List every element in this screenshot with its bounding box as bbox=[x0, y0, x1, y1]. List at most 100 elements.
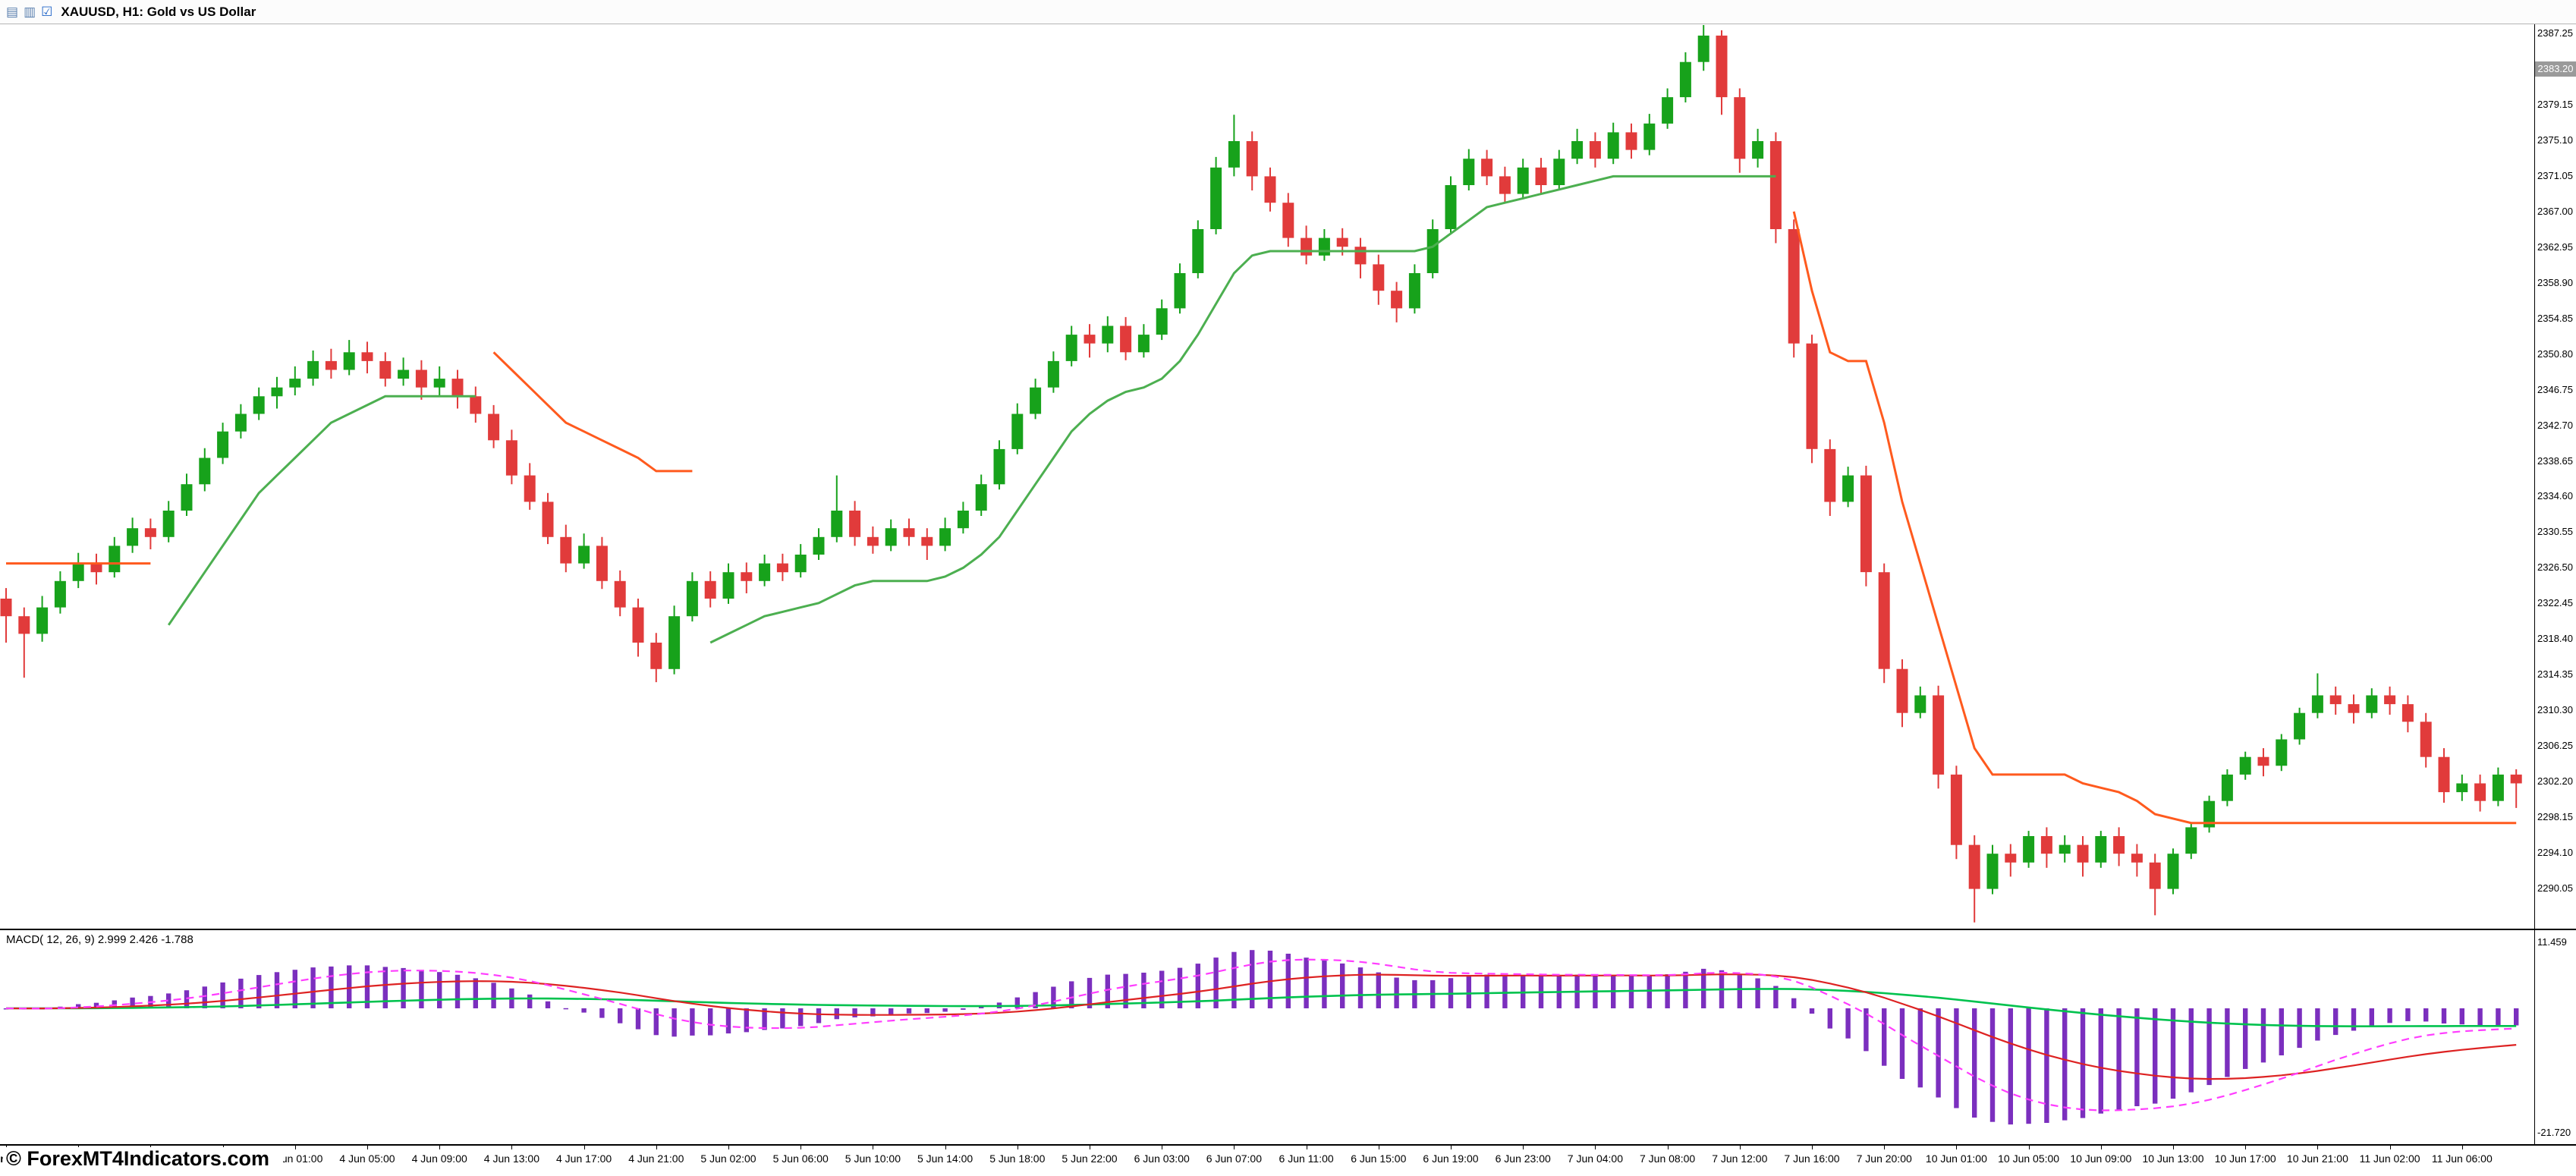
time-axis-label: 10 Jun 13:00 bbox=[2142, 1152, 2204, 1165]
macd-panel[interactable]: MACD( 12, 26, 9) 2.999 2.426 -1.788 bbox=[0, 930, 2534, 1144]
time-tick bbox=[2173, 1146, 2174, 1149]
time-tick bbox=[2245, 1146, 2247, 1149]
time-tick bbox=[1595, 1146, 1596, 1149]
time-axis-label: 6 Jun 03:00 bbox=[1134, 1152, 1190, 1165]
time-axis-label: 6 Jun 07:00 bbox=[1206, 1152, 1262, 1165]
current-price-box: 2383.20 bbox=[2535, 61, 2576, 77]
time-axis-label: 7 Jun 20:00 bbox=[1856, 1152, 1912, 1165]
macd-scale-top: 11.459 bbox=[2537, 936, 2567, 948]
macd-axis[interactable]: 11.459 -21.720 bbox=[2534, 930, 2576, 1144]
time-tick bbox=[1523, 1146, 1524, 1149]
indicator-enabled-check-icon[interactable]: ☑ bbox=[41, 5, 53, 19]
price-axis-label: 2290.05 bbox=[2537, 882, 2573, 894]
price-axis-label: 2375.10 bbox=[2537, 134, 2573, 146]
price-axis-label: 2387.25 bbox=[2537, 27, 2573, 39]
time-axis-label: 5 Jun 06:00 bbox=[772, 1152, 829, 1165]
time-axis-label: 7 Jun 08:00 bbox=[1640, 1152, 1696, 1165]
price-axis-label: 2371.05 bbox=[2537, 170, 2573, 181]
time-axis-label: 4 Jun 17:00 bbox=[556, 1152, 612, 1165]
time-tick bbox=[367, 1146, 368, 1149]
macd-lines-layer bbox=[5, 958, 2517, 1112]
time-tick bbox=[1884, 1146, 1886, 1149]
time-tick bbox=[2461, 1146, 2463, 1149]
chart-title: XAUUSD, H1: Gold vs US Dollar bbox=[61, 4, 256, 19]
time-axis-label: 5 Jun 22:00 bbox=[1062, 1152, 1118, 1165]
price-axis-label: 2330.55 bbox=[2537, 526, 2573, 537]
time-tick bbox=[1234, 1146, 1235, 1149]
time-tick bbox=[2389, 1146, 2391, 1149]
macd-histogram-layer bbox=[3, 950, 2519, 1125]
time-tick bbox=[1451, 1146, 1452, 1149]
time-axis-label: 4 Jun 13:00 bbox=[483, 1152, 539, 1165]
time-tick bbox=[800, 1146, 802, 1149]
time-tick bbox=[511, 1146, 513, 1149]
price-axis-label: 2346.75 bbox=[2537, 384, 2573, 395]
price-axis-label: 2306.25 bbox=[2537, 740, 2573, 751]
time-tick bbox=[945, 1146, 946, 1149]
price-axis-label: 2342.70 bbox=[2537, 420, 2573, 431]
price-axis-label: 2318.40 bbox=[2537, 633, 2573, 644]
price-axis-label: 2354.85 bbox=[2537, 313, 2573, 324]
price-axis-label: 2298.15 bbox=[2537, 811, 2573, 822]
time-tick bbox=[2028, 1146, 2030, 1149]
time-tick bbox=[1812, 1146, 1813, 1149]
time-tick bbox=[1739, 1146, 1741, 1149]
chart-grid-icon: ▤ bbox=[6, 5, 19, 19]
time-axis-border bbox=[0, 1144, 2576, 1146]
time-tick bbox=[2100, 1146, 2102, 1149]
trail-stop-line-layer bbox=[6, 175, 2517, 825]
time-tick bbox=[2317, 1146, 2319, 1149]
price-axis-label: 2322.45 bbox=[2537, 597, 2573, 608]
time-axis-label: 7 Jun 12:00 bbox=[1712, 1152, 1768, 1165]
time-axis-label: 4 Jun 05:00 bbox=[339, 1152, 395, 1165]
watermark: © ForexMT4Indicators.com bbox=[3, 1147, 283, 1174]
price-axis[interactable]: 2383.20 2387.25 2379.15 2375.10 2371.05 2367… bbox=[2534, 24, 2576, 929]
price-chart-panel[interactable] bbox=[0, 24, 2534, 929]
price-axis-label: 2379.15 bbox=[2537, 99, 2573, 110]
time-axis-label: 5 Jun 18:00 bbox=[989, 1152, 1046, 1165]
price-axis-label: 2338.65 bbox=[2537, 455, 2573, 467]
panel-resize-separator[interactable] bbox=[0, 929, 2576, 930]
time-tick bbox=[1667, 1146, 1669, 1149]
chart-titlebar: ▤ ▥ ☑ XAUUSD, H1: Gold vs US Dollar bbox=[0, 0, 2576, 24]
time-axis-label: 10 Jun 01:00 bbox=[1925, 1152, 1987, 1165]
time-axis-label: 7 Jun 04:00 bbox=[1567, 1152, 1623, 1165]
price-axis-label: 2302.20 bbox=[2537, 775, 2573, 787]
time-axis[interactable]: 3 Jun 20243 Jun 12:003 Jun 16:003 Jun 20… bbox=[0, 1146, 2576, 1176]
price-axis-label: 2362.95 bbox=[2537, 241, 2573, 253]
time-tick bbox=[656, 1146, 657, 1149]
time-axis-label: 4 Jun 21:00 bbox=[628, 1152, 684, 1165]
time-axis-label: 10 Jun 17:00 bbox=[2214, 1152, 2276, 1165]
time-axis-label: 6 Jun 15:00 bbox=[1351, 1152, 1407, 1165]
price-axis-label: 2350.80 bbox=[2537, 348, 2573, 360]
time-axis-label: 5 Jun 02:00 bbox=[700, 1152, 756, 1165]
price-axis-label: 2367.00 bbox=[2537, 206, 2573, 217]
price-axis-label: 2310.30 bbox=[2537, 704, 2573, 715]
candles-layer bbox=[0, 25, 2522, 923]
macd-scale-bottom: -21.720 bbox=[2537, 1127, 2571, 1138]
time-axis-label: 5 Jun 10:00 bbox=[845, 1152, 901, 1165]
time-axis-label: 10 Jun 21:00 bbox=[2286, 1152, 2348, 1165]
price-axis-label: 2314.35 bbox=[2537, 668, 2573, 680]
macd-canvas bbox=[3, 950, 2519, 1125]
time-axis-label: 4 Jun 09:00 bbox=[411, 1152, 467, 1165]
time-axis-label: 10 Jun 05:00 bbox=[1998, 1152, 2060, 1165]
time-tick bbox=[294, 1146, 296, 1149]
time-axis-label: 10 Jun 09:00 bbox=[2070, 1152, 2132, 1165]
time-axis-label: 6 Jun 11:00 bbox=[1279, 1152, 1334, 1165]
price-axis-label: 2294.10 bbox=[2537, 847, 2573, 858]
price-axis-label: 2326.50 bbox=[2537, 561, 2573, 573]
time-tick bbox=[583, 1146, 585, 1149]
candlestick-chart-icon: ▥ bbox=[24, 5, 36, 19]
macd-indicator-label: MACD( 12, 26, 9) 2.999 2.426 -1.788 bbox=[6, 933, 193, 946]
time-axis-label: 6 Jun 19:00 bbox=[1423, 1152, 1479, 1165]
time-axis-label: 5 Jun 14:00 bbox=[917, 1152, 973, 1165]
time-axis-label: 11 Jun 06:00 bbox=[2431, 1152, 2493, 1165]
time-tick bbox=[1956, 1146, 1958, 1149]
time-axis-label: 7 Jun 16:00 bbox=[1784, 1152, 1840, 1165]
price-axis-label: 2358.90 bbox=[2537, 277, 2573, 288]
time-axis-label: 11 Jun 02:00 bbox=[2359, 1152, 2420, 1165]
time-axis-label: 6 Jun 23:00 bbox=[1495, 1152, 1551, 1165]
price-chart-canvas bbox=[0, 25, 2522, 923]
